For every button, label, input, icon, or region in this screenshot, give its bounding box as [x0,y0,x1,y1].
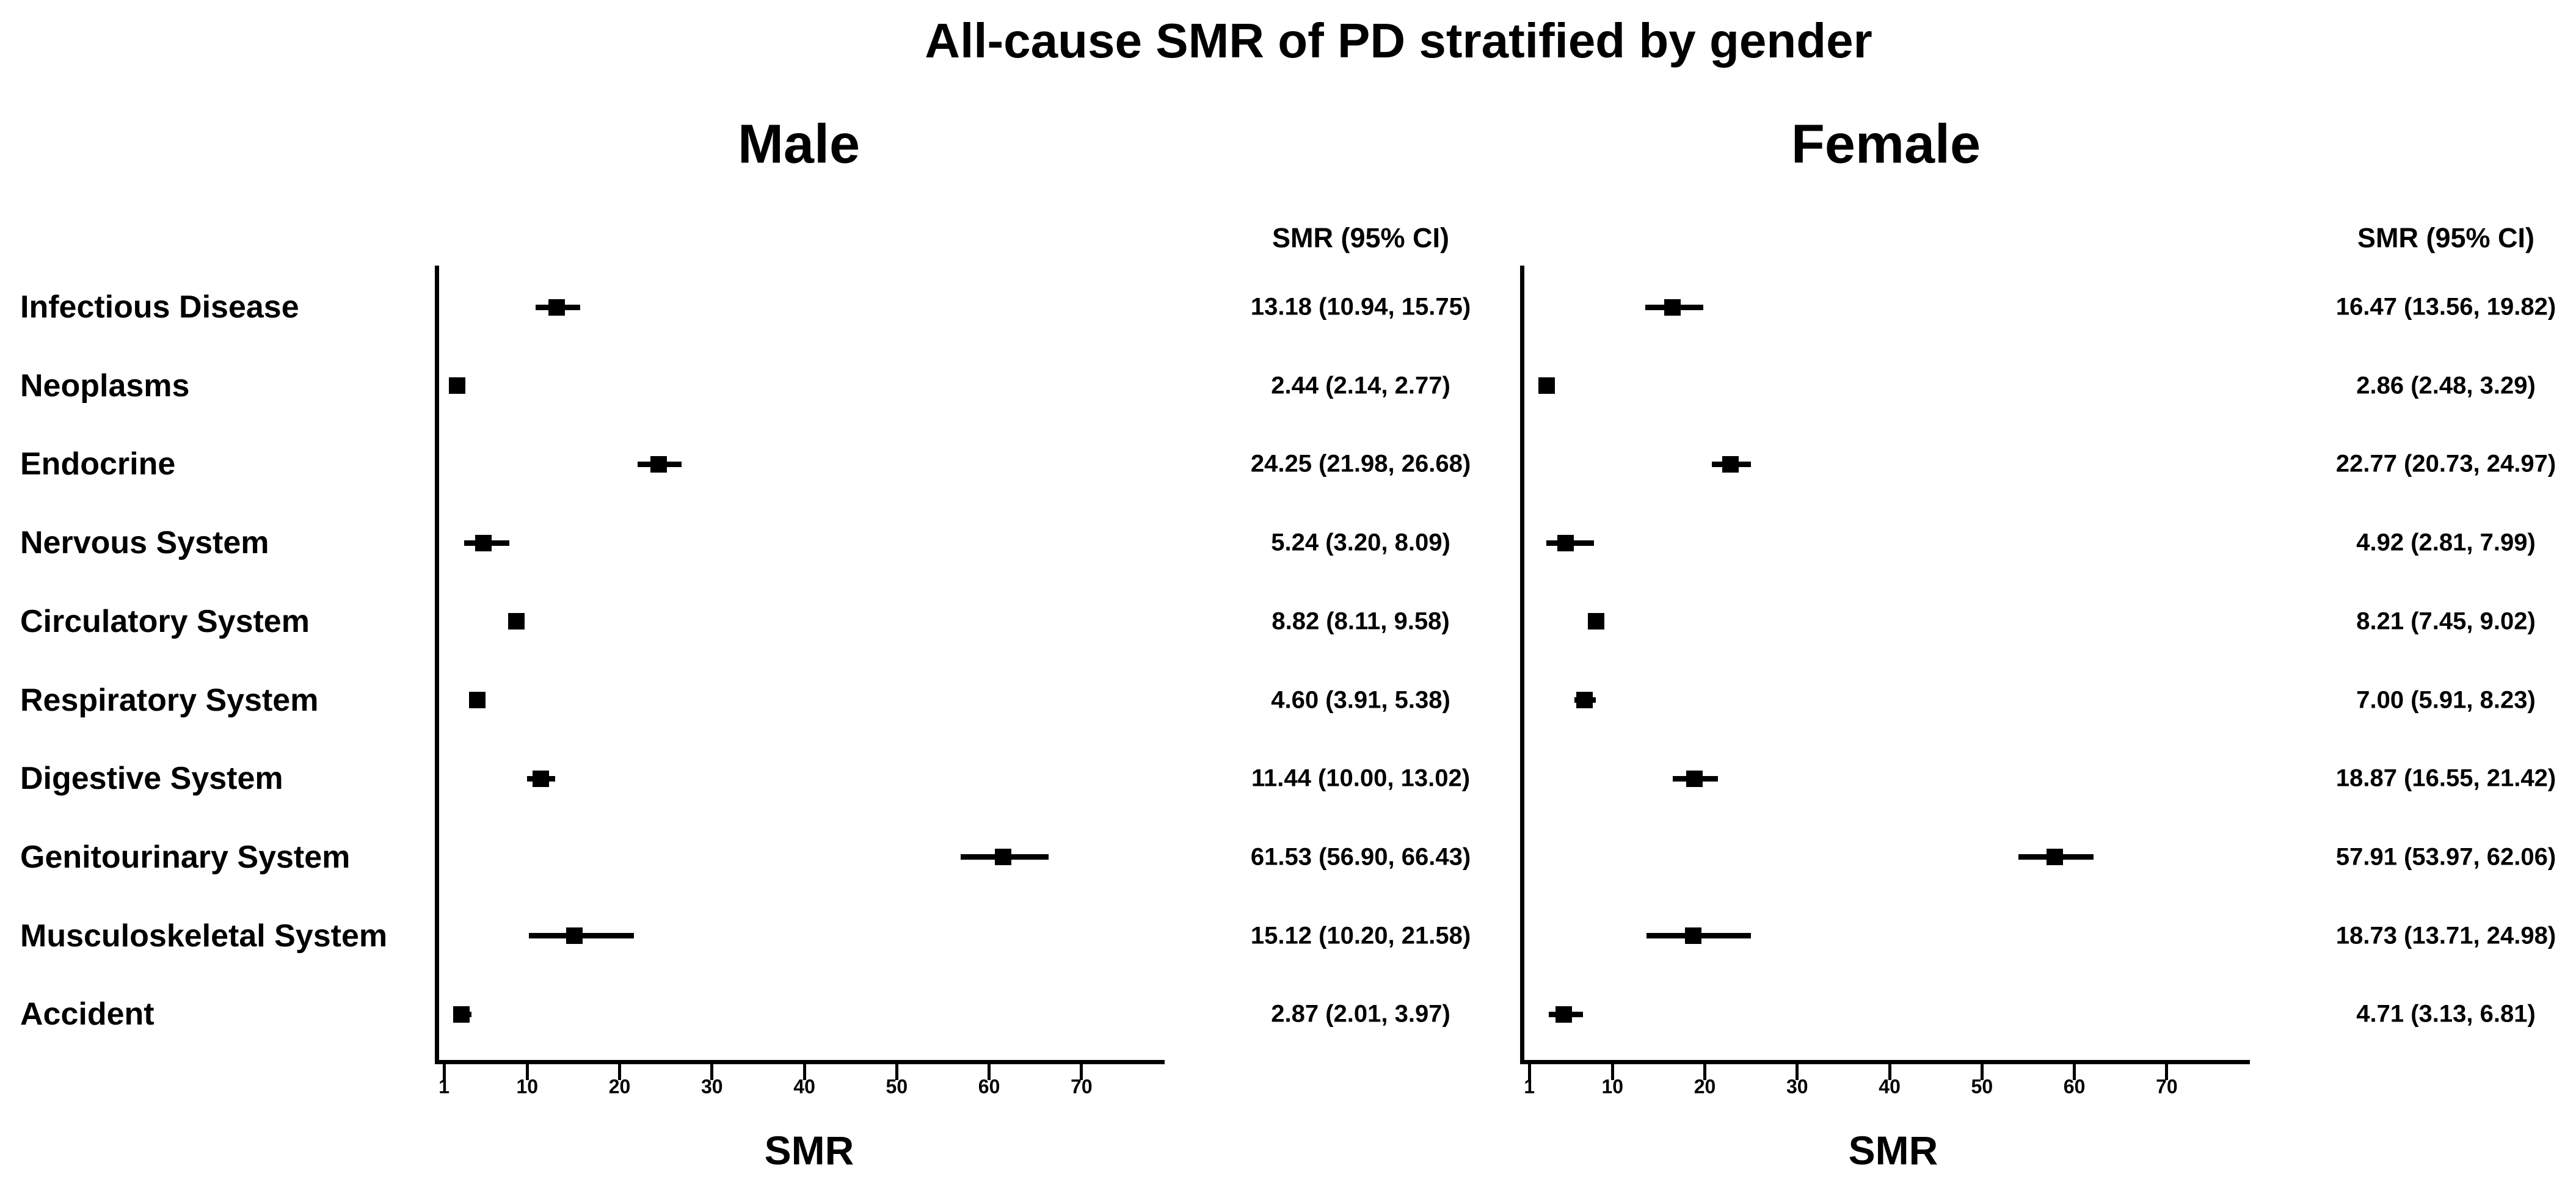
smr-ci-value: 61.53 (56.90, 66.43) [1250,843,1471,871]
panel-subtitle-female: Female [1791,114,1981,175]
smr-marker [1684,927,1701,945]
axis-tick [1888,1064,1891,1080]
axis-tick-label: 1 [438,1075,450,1098]
smr-ci-value: 18.73 (13.71, 24.98) [2335,922,2556,949]
smr-ci-column-header-female: SMR (95% CI) [2357,222,2535,253]
axis-tick [525,1064,529,1080]
smr-marker [532,770,549,787]
smr-ci-value: 16.47 (13.56, 19.82) [2335,293,2556,321]
axis-tick-label: 20 [608,1075,631,1098]
axis-tick-label: 60 [978,1075,1000,1098]
x-axis-title-male: SMR [764,1128,854,1173]
smr-marker [1686,770,1703,787]
panel-subtitle-male: Male [737,114,860,175]
x-axis-line [435,1060,1165,1064]
axis-tick [895,1064,898,1080]
smr-ci-value: 57.91 (53.97, 62.06) [2335,843,2556,871]
axis-tick [1610,1064,1614,1080]
axis-tick-label: 70 [1071,1075,1093,1098]
axis-tick-label: 60 [2063,1075,2086,1098]
axis-tick-label: 50 [886,1075,908,1098]
axis-tick [1527,1064,1531,1080]
smr-ci-value: 2.44 (2.14, 2.77) [1271,372,1450,399]
smr-ci-value: 5.24 (3.20, 8.09) [1271,529,1450,556]
category-label: Endocrine [20,446,176,482]
figure-title: All-cause SMR of PD stratified by gender [925,13,1872,68]
smr-marker [453,1006,470,1023]
axis-tick-label: 1 [1524,1075,1535,1098]
smr-ci-value: 13.18 (10.94, 15.75) [1250,293,1471,321]
axis-tick [710,1064,714,1080]
smr-ci-column-header-male: SMR (95% CI) [1272,222,1450,253]
smr-marker [508,613,525,630]
category-label: Respiratory System [20,682,319,718]
smr-marker [1664,299,1681,316]
category-label: Accident [20,996,155,1032]
axis-tick-label: 70 [2156,1075,2178,1098]
category-label: Infectious Disease [20,289,299,325]
smr-marker [475,534,492,551]
smr-marker [1576,692,1593,708]
axis-tick [1980,1064,1984,1080]
smr-marker [1557,534,1574,551]
smr-marker [995,849,1012,866]
axis-tick-label: 50 [1971,1075,1993,1098]
axis-tick-label: 10 [1601,1075,1624,1098]
smr-ci-value: 2.86 (2.48, 3.29) [2356,372,2536,399]
axis-tick [1703,1064,1707,1080]
smr-ci-value: 11.44 (10.00, 13.02) [1251,764,1471,792]
axis-tick [1796,1064,1799,1080]
smr-marker [650,455,668,473]
category-label: Neoplasms [20,368,190,404]
category-label: Circulatory System [20,603,310,639]
axis-tick [1080,1064,1083,1080]
smr-ci-value: 2.87 (2.01, 3.97) [1271,1000,1450,1028]
smr-ci-value: 4.60 (3.91, 5.38) [1271,686,1450,713]
x-axis-title-female: SMR [1848,1128,1938,1173]
axis-tick-label: 30 [1786,1075,1808,1098]
category-label: Digestive System [20,761,283,797]
smr-marker [566,927,583,945]
smr-ci-value: 22.77 (20.73, 24.97) [2335,450,2556,477]
axis-tick-label: 20 [1694,1075,1716,1098]
smr-marker [469,692,486,708]
smr-ci-value: 4.71 (3.13, 6.81) [2356,1000,2536,1028]
axis-tick [618,1064,622,1080]
axis-tick [442,1064,446,1080]
x-axis-line [1520,1060,2250,1064]
axis-tick [988,1064,991,1080]
smr-marker [1587,613,1604,630]
y-axis-line [435,266,439,1064]
smr-marker [1538,377,1555,394]
smr-marker [1555,1006,1572,1023]
axis-tick [2073,1064,2076,1080]
category-label: Genitourinary System [20,839,351,875]
axis-tick [802,1064,806,1080]
category-label: Musculoskeletal System [20,918,388,954]
axis-tick-label: 10 [516,1075,539,1098]
smr-ci-value: 4.92 (2.81, 7.99) [2356,529,2536,556]
smr-marker [449,377,466,394]
smr-ci-value: 8.21 (7.45, 9.02) [2356,608,2536,635]
smr-marker [1722,455,1739,473]
smr-ci-value: 8.82 (8.11, 9.58) [1272,608,1450,635]
category-label: Nervous System [20,525,269,561]
smr-marker [548,299,565,316]
axis-tick [2165,1064,2169,1080]
axis-tick-label: 40 [793,1075,815,1098]
smr-ci-value: 7.00 (5.91, 8.23) [2356,686,2536,713]
axis-tick-label: 40 [1879,1075,1901,1098]
smr-ci-value: 15.12 (10.20, 21.58) [1250,922,1471,949]
smr-marker [2047,849,2064,866]
smr-ci-value: 24.25 (21.98, 26.68) [1250,450,1471,477]
axis-tick-label: 30 [701,1075,723,1098]
y-axis-line [1520,266,1524,1064]
smr-ci-value: 18.87 (16.55, 21.42) [2335,764,2556,792]
